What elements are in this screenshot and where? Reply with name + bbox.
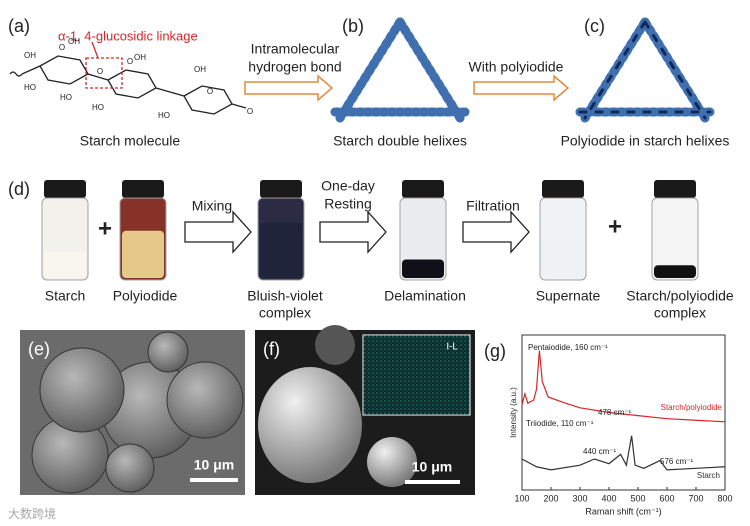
caption: complex [654,305,706,321]
arrow-text: Filtration [466,198,520,214]
atom-label: HO [92,103,104,112]
x-tick-label: 400 [601,493,616,503]
arrow-text: Intramolecular [251,41,340,57]
panel-label: (e) [28,339,50,359]
atom-label: OH [68,37,80,46]
x-tick-label: 600 [659,493,674,503]
panel-label: (f) [263,339,280,359]
caption: complex [259,305,311,321]
process-arrow [319,210,387,254]
plus-sign: + [608,213,622,240]
x-tick-label: 100 [514,493,529,503]
caption: Starch molecule [80,133,181,149]
caption: Starch [45,288,85,304]
vial-cap [654,180,696,198]
vial-content [260,222,302,278]
annotation: 440 cm⁻¹ [583,447,616,456]
annotation: 576 cm⁻¹ [660,457,693,466]
caption: Starch/polyiodide [626,288,734,304]
panel-label: (b) [342,16,364,36]
arrow-text: hydrogen bond [248,59,341,75]
caption: Starch double helixes [333,133,467,149]
vial-content [402,259,444,278]
scale-label: 10 μm [194,457,234,473]
sem-image [255,325,475,495]
plus-sign: + [98,215,112,242]
y-axis-label: Intensity (a.u.) [509,387,518,438]
arrow-text: Resting [324,196,371,212]
vial-cap [260,180,302,198]
annotation: 478 cm⁻¹ [598,408,631,417]
spectrum-line [521,435,726,471]
caption: Polyiodide in starch helixes [561,133,730,149]
x-tick-label: 300 [572,493,587,503]
vial-content [654,265,696,278]
atom-label: OH [134,53,146,62]
atom-label: O [97,67,103,76]
atom-label: OH [24,51,36,60]
process-arrow [184,210,252,254]
x-tick-label: 800 [717,493,732,503]
vial-cap [122,180,164,198]
helix-triangle [575,17,715,123]
arrow-text: One-day [321,178,375,194]
atom-label: OH [194,65,206,74]
x-tick-label: 200 [543,493,558,503]
atom-label: O [59,43,65,52]
atom-label: O [247,107,253,116]
helix-triangle [330,17,470,123]
atom-label: O [127,57,133,66]
vial-content [44,251,86,278]
arrow-text: Mixing [192,198,232,214]
spectrum-line [521,350,726,423]
panel-label: (d) [8,179,30,199]
linkage-label: α-1, 4-glucosidic linkage [58,28,198,43]
atom-label: HO [158,111,170,120]
caption: Bluish-violet [247,288,323,304]
x-axis-label: Raman shift (cm⁻¹) [585,506,661,516]
vial-content [542,239,584,278]
arrow [473,74,570,102]
inset-label: I-L [446,342,458,353]
x-tick-label: 700 [688,493,703,503]
scale-label: 10 μm [412,459,452,475]
watermark: 大数跨境 [8,506,56,521]
panel-label: (c) [584,16,605,36]
arrow [244,74,334,102]
annotation: Triiodide, 110 cm⁻¹ [526,419,594,428]
process-arrow [462,210,530,254]
atom-label: O [207,87,213,96]
caption: Delamination [384,288,466,304]
panel-label: (a) [8,16,30,36]
vial [651,197,699,281]
series-label: Starch [697,471,720,480]
caption: Polyiodide [113,288,178,304]
annotation: Pentaiodide, 160 cm⁻¹ [528,343,608,352]
vial-content [122,230,164,278]
x-tick-label: 500 [630,493,645,503]
vial-cap [542,180,584,198]
molecule [9,41,247,115]
plot-frame [521,334,726,491]
sem-image [20,330,245,495]
panel-label: (g) [484,341,506,361]
vial-cap [402,180,444,198]
vial-cap [44,180,86,198]
series-label: Starch/polyiodide [661,403,723,412]
atom-label: HO [24,83,36,92]
arrow-text: With polyiodide [469,59,564,75]
atom-label: HO [60,93,72,102]
caption: Supernate [536,288,601,304]
